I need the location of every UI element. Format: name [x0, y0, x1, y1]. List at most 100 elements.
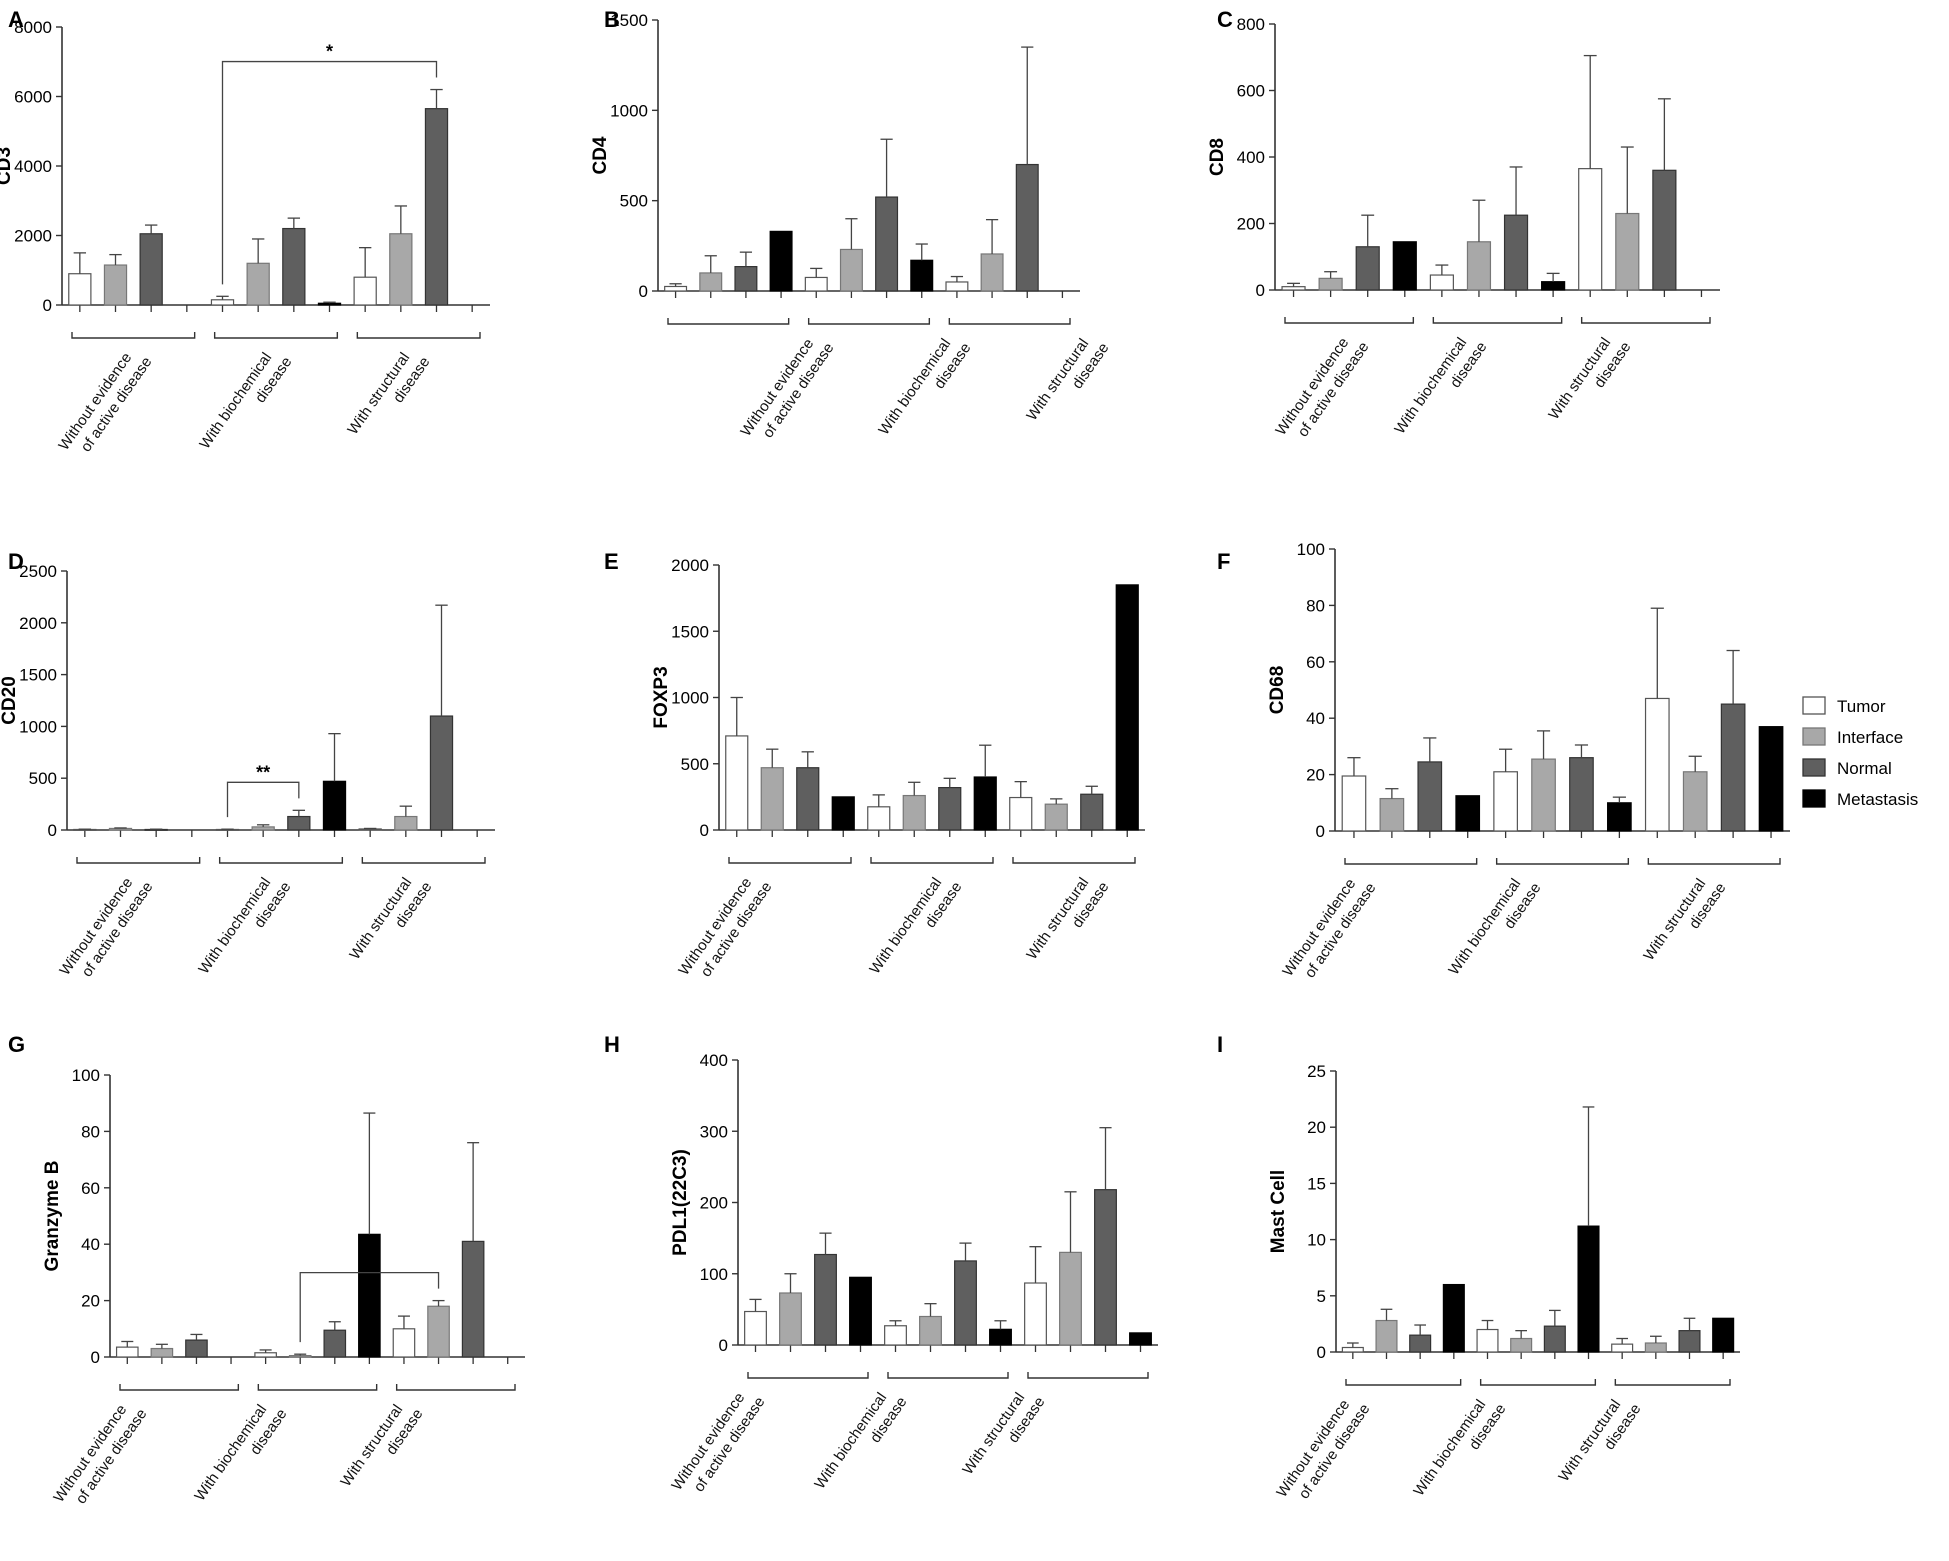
bar-interface-group-3	[1644, 1342, 1667, 1353]
y-tick-label: 6000	[14, 88, 52, 107]
bar-normal-group-1	[734, 266, 758, 292]
group-bracket	[1432, 317, 1563, 324]
panel-letter: I	[1217, 1032, 1223, 1057]
bar-interface-group-1	[103, 264, 128, 306]
bar-metastasis-group-2	[1607, 802, 1632, 832]
bar-interface-group-3	[980, 253, 1004, 292]
group-label: With structuraldisease	[959, 1383, 1048, 1489]
y-tick-label: 100	[1297, 540, 1325, 559]
panel-letter: C	[1217, 7, 1233, 32]
bar-metastasis-group-3	[1115, 584, 1139, 831]
y-tick-label: 40	[81, 1235, 100, 1254]
group-bracket	[747, 1372, 869, 1379]
group-label: With structuraldisease	[1023, 329, 1112, 435]
bar-normal-group-1	[1355, 246, 1380, 291]
y-tick-label: 0	[639, 282, 648, 301]
bar-normal-group-3	[1094, 1189, 1117, 1346]
y-tick-label: 40	[1306, 709, 1325, 728]
y-axis-label: CD3	[0, 147, 15, 185]
bar-metastasis-group-1	[769, 230, 793, 292]
legend: Tumor Interface Normal Metastasis	[1802, 696, 1918, 809]
group-label: With structuraldisease	[1023, 868, 1112, 974]
y-tick-label: 800	[1237, 15, 1265, 34]
group-bracket	[218, 857, 344, 864]
bar-metastasis-group-3	[1758, 726, 1784, 832]
bar-normal-group-3	[1652, 169, 1677, 291]
y-tick-label: 500	[681, 755, 709, 774]
y-tick-label: 100	[72, 1066, 100, 1085]
bar-interface-group-2	[251, 826, 275, 831]
bar-tumor-group-2	[867, 806, 891, 831]
panel-h: H 0 100 200 300 400 PDL1(22C3) Without evidence…	[604, 1032, 1158, 1495]
y-tick-label: 500	[620, 192, 648, 211]
y-tick-label: 500	[29, 769, 57, 788]
bar-tumor-group-3	[353, 276, 377, 306]
bar-normal-group-1	[796, 767, 820, 831]
panel-f: F 0 20 40 60 80 100 CD68 Without evidenceof acti…	[1217, 540, 1790, 989]
bar-normal-group-3	[429, 715, 454, 831]
significance-bracket	[221, 60, 438, 285]
panel-a: A 0 2000 4000 6000 8000 CD3 * Without evidenceof…	[0, 7, 490, 464]
significance-marker: *	[326, 42, 333, 62]
bar-interface-group-3	[1044, 803, 1068, 831]
group-label: With biochemicaldisease	[191, 1395, 290, 1515]
bar-interface-group-1	[1318, 277, 1343, 291]
y-tick-label: 1500	[671, 622, 709, 641]
group-label: With biochemicaldisease	[1445, 869, 1544, 989]
group-bracket	[948, 318, 1071, 325]
panel-letter: A	[8, 7, 24, 32]
y-tick-label: 15	[1307, 1174, 1326, 1193]
group-label: Without evidenceof active disease	[55, 343, 155, 464]
bar-metastasis-group-2	[1541, 281, 1566, 291]
group-bracket	[667, 318, 790, 325]
panel-g: G 0 20 40 60 80 100 Granzyme B * Without evidence…	[8, 1032, 525, 1516]
bar-normal-group-3	[461, 1240, 485, 1358]
bar-interface-group-2	[246, 262, 270, 306]
panel-letter: B	[604, 7, 620, 32]
legend-swatch-tumor	[1802, 696, 1826, 715]
bar-interface-group-1	[108, 827, 133, 831]
group-bracket	[807, 318, 931, 325]
bar-normal-group-1	[814, 1253, 837, 1346]
group-label: Without evidenceof active disease	[1273, 1390, 1373, 1511]
group-label: With biochemicaldisease	[195, 868, 294, 988]
group-bracket	[119, 1384, 240, 1391]
bar-interface-group-1	[1379, 797, 1405, 832]
group-label: Without evidenceof active disease	[737, 329, 837, 450]
y-tick-label: 80	[81, 1122, 100, 1141]
y-tick-label: 20	[1307, 1118, 1326, 1137]
bar-normal-group-2	[287, 815, 311, 831]
bar-tumor-group-3	[1578, 168, 1603, 291]
group-bracket	[1284, 317, 1415, 324]
bar-normal-group-1	[1417, 761, 1443, 832]
group-bracket	[1495, 858, 1630, 865]
bar-tumor-group-1	[664, 285, 688, 292]
bar-tumor-group-2	[254, 1352, 277, 1358]
bar-normal-group-2	[875, 196, 899, 292]
y-tick-label: 100	[700, 1265, 728, 1284]
panel-letter: G	[8, 1032, 25, 1057]
bar-tumor-group-3	[392, 1328, 416, 1358]
bar-interface-group-1	[699, 272, 723, 292]
bar-interface-group-2	[839, 248, 863, 292]
bar-interface-group-3	[1059, 1251, 1082, 1346]
y-tick-label: 400	[1237, 148, 1265, 167]
bar-tumor-group-2	[210, 299, 235, 306]
significance-marker: *	[366, 1253, 373, 1273]
group-bracket	[257, 1384, 378, 1391]
y-tick-label: 300	[700, 1122, 728, 1141]
group-label: Without evidenceof active disease	[50, 1395, 150, 1516]
bar-metastasis-group-2	[910, 259, 934, 292]
y-axis-label: FOXP3	[651, 666, 672, 728]
bar-tumor-group-3	[358, 828, 382, 831]
y-tick-label: 60	[1306, 653, 1325, 672]
group-bracket	[1012, 857, 1136, 864]
y-tick-label: 20	[1306, 766, 1325, 785]
group-label: With structuraldisease	[346, 868, 435, 974]
bar-normal-group-2	[1543, 1325, 1566, 1353]
y-tick-label: 0	[719, 1336, 728, 1355]
bar-tumor-group-1	[68, 273, 92, 306]
group-bracket	[1479, 1379, 1597, 1386]
y-axis-label: Mast Cell	[1268, 1170, 1289, 1253]
